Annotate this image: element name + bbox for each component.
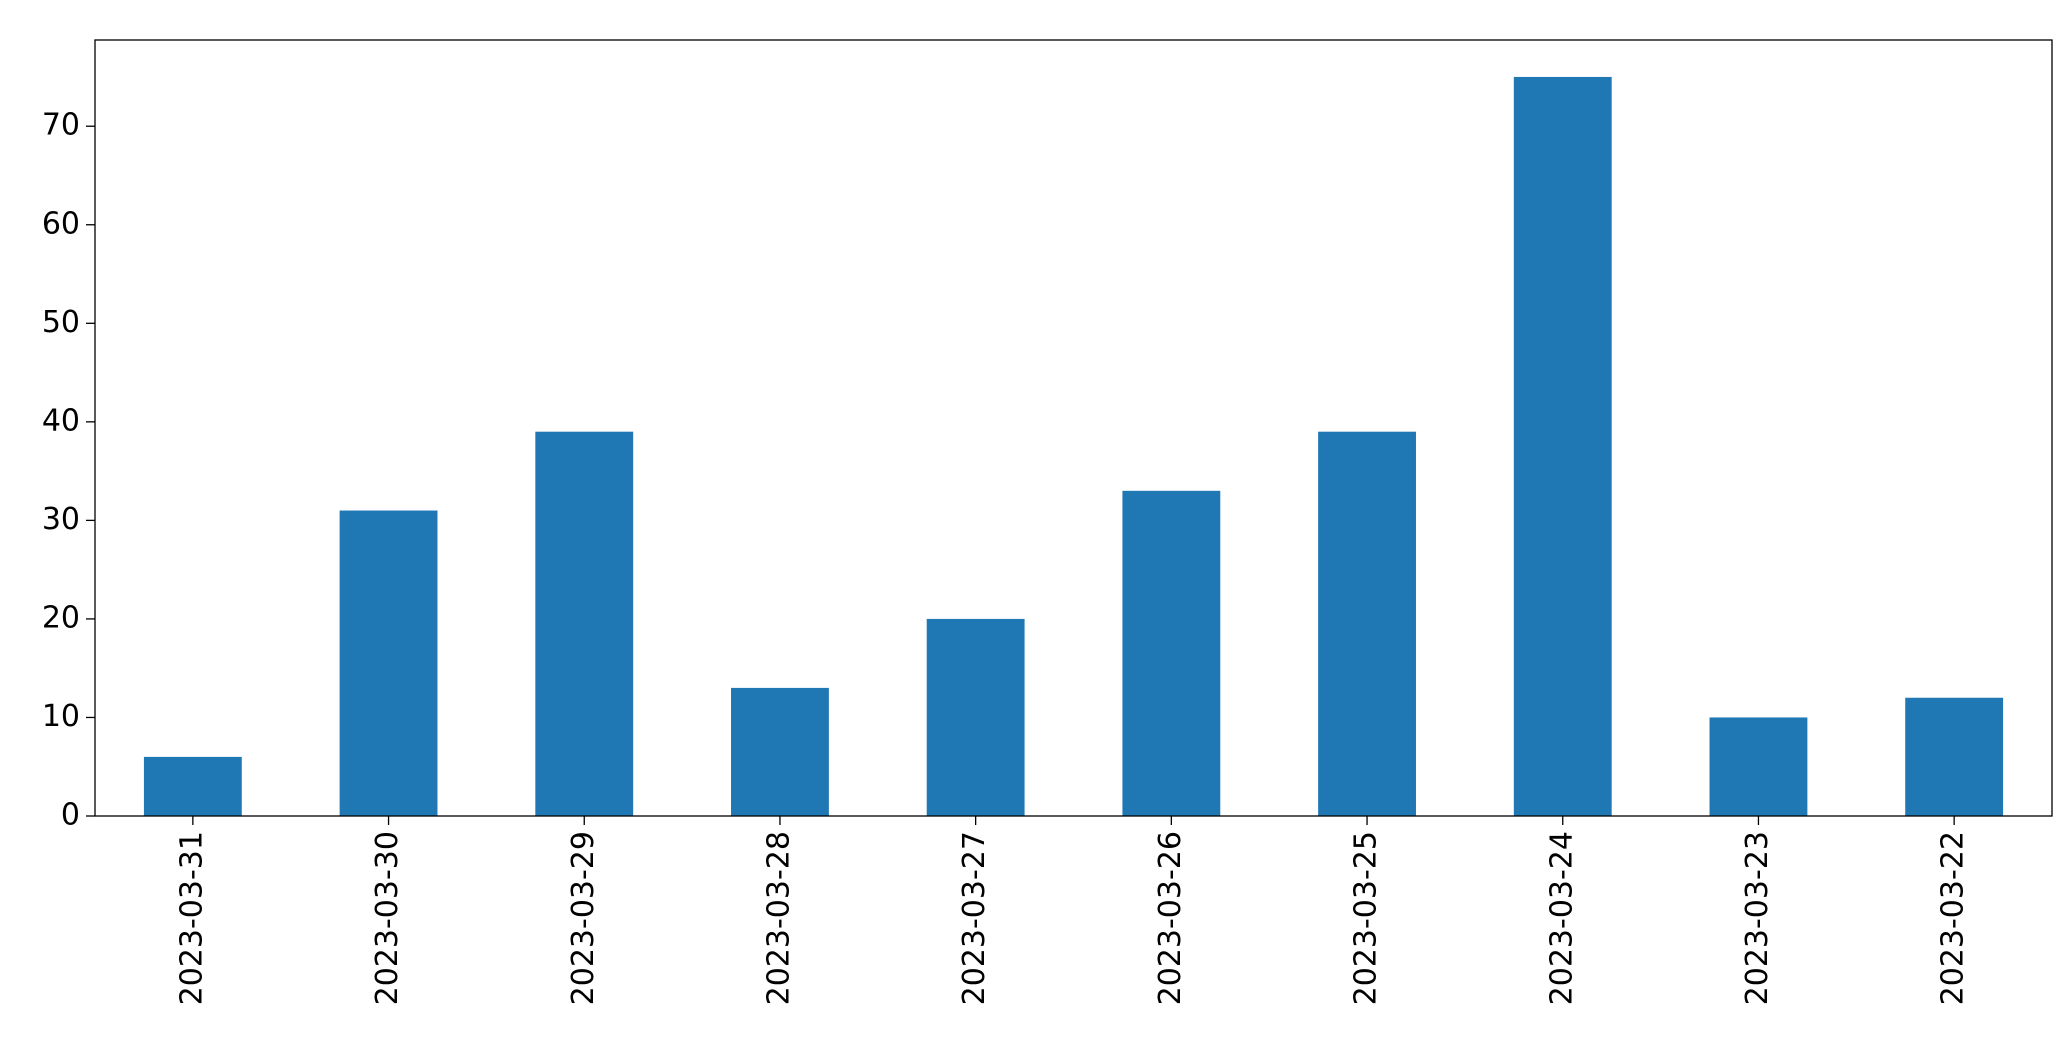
x-tick-label: 2023-03-29 (566, 831, 601, 1005)
x-tick-label: 2023-03-31 (174, 831, 209, 1005)
bar (1513, 76, 1612, 816)
y-tick-label: 20 (42, 600, 80, 635)
bar (143, 756, 242, 816)
bar (1709, 717, 1808, 816)
x-tick-label: 2023-03-28 (761, 831, 796, 1005)
y-tick-label: 50 (42, 305, 80, 340)
axes-frame (94, 39, 2053, 817)
x-tick-label: 2023-03-23 (1740, 831, 1775, 1005)
bar (339, 510, 438, 816)
x-tick-label: 2023-03-25 (1349, 831, 1384, 1005)
bar (1122, 490, 1221, 816)
y-tick-label: 0 (61, 798, 80, 833)
plot-area: 0 10 20 30 40 50 60 70 2023-03-31 2023-03-30 2023-… (42, 76, 2004, 1005)
bar (535, 431, 634, 816)
x-tick-label: 2023-03-24 (1544, 831, 1579, 1005)
x-tick-label: 2023-03-27 (957, 831, 992, 1005)
y-tick-label: 70 (42, 108, 80, 143)
y-tick-label: 10 (42, 699, 80, 734)
bar (926, 618, 1025, 816)
bar (1905, 697, 2004, 816)
bar (731, 687, 829, 816)
x-tick-label: 2023-03-22 (1936, 831, 1971, 1005)
x-tick-label: 2023-03-30 (370, 831, 405, 1005)
y-tick-label: 60 (42, 206, 80, 241)
y-tick-label: 40 (42, 403, 80, 438)
y-tick-label: 30 (42, 502, 80, 537)
x-tick-label: 2023-03-26 (1153, 831, 1188, 1005)
bar (1318, 431, 1416, 816)
